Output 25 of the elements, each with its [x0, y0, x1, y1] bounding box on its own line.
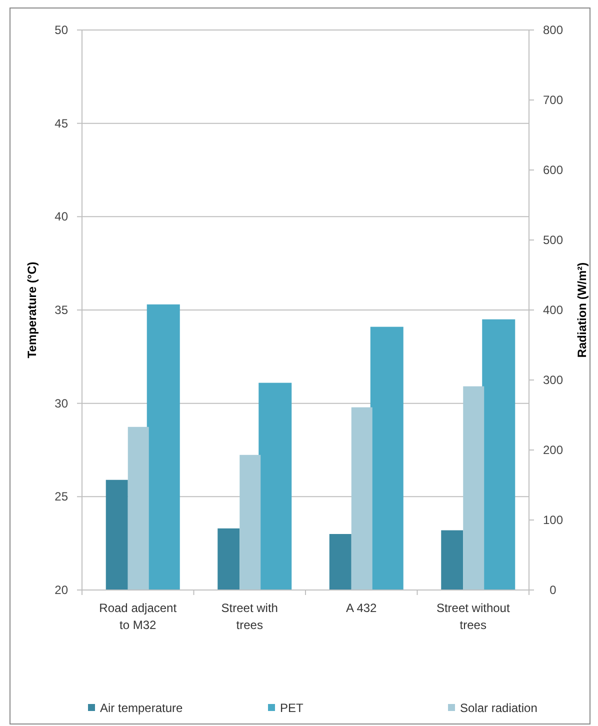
- y2-tick-label: 700: [542, 93, 564, 107]
- legend-label: Solar radiation: [460, 701, 538, 715]
- x-tick-label: A 432: [346, 601, 378, 615]
- y-tick-label: 40: [54, 210, 68, 224]
- legend-label: Air temperature: [100, 701, 184, 715]
- y-axis-title: Temperature (°C): [25, 262, 39, 358]
- y2-tick-label: 200: [542, 443, 564, 457]
- y-tick-label: 25: [54, 490, 68, 504]
- y-tick-label: 35: [54, 303, 68, 317]
- y2-tick-label: 500: [542, 233, 564, 247]
- x-tick-label: Street without trees: [436, 601, 510, 632]
- y2-tick-label: 400: [542, 303, 564, 317]
- y2-tick-label: 0: [550, 583, 557, 597]
- y-tick-label: 30: [54, 396, 68, 410]
- y-tick-label: 20: [54, 583, 68, 597]
- x-tick-label: Road adjacent to M32: [99, 601, 178, 632]
- x-tick-label: Street with trees: [221, 601, 278, 632]
- y2-tick-label: 300: [542, 373, 564, 387]
- y2-tick-label: 800: [542, 23, 564, 37]
- y-tick-label: 45: [54, 116, 68, 130]
- y2-tick-label: 600: [542, 163, 564, 177]
- legend-label: PET: [280, 701, 304, 715]
- y-tick-label: 50: [54, 23, 68, 37]
- y2-axis-title: Radiation (W/m²): [575, 262, 589, 358]
- y2-tick-label: 100: [542, 513, 564, 527]
